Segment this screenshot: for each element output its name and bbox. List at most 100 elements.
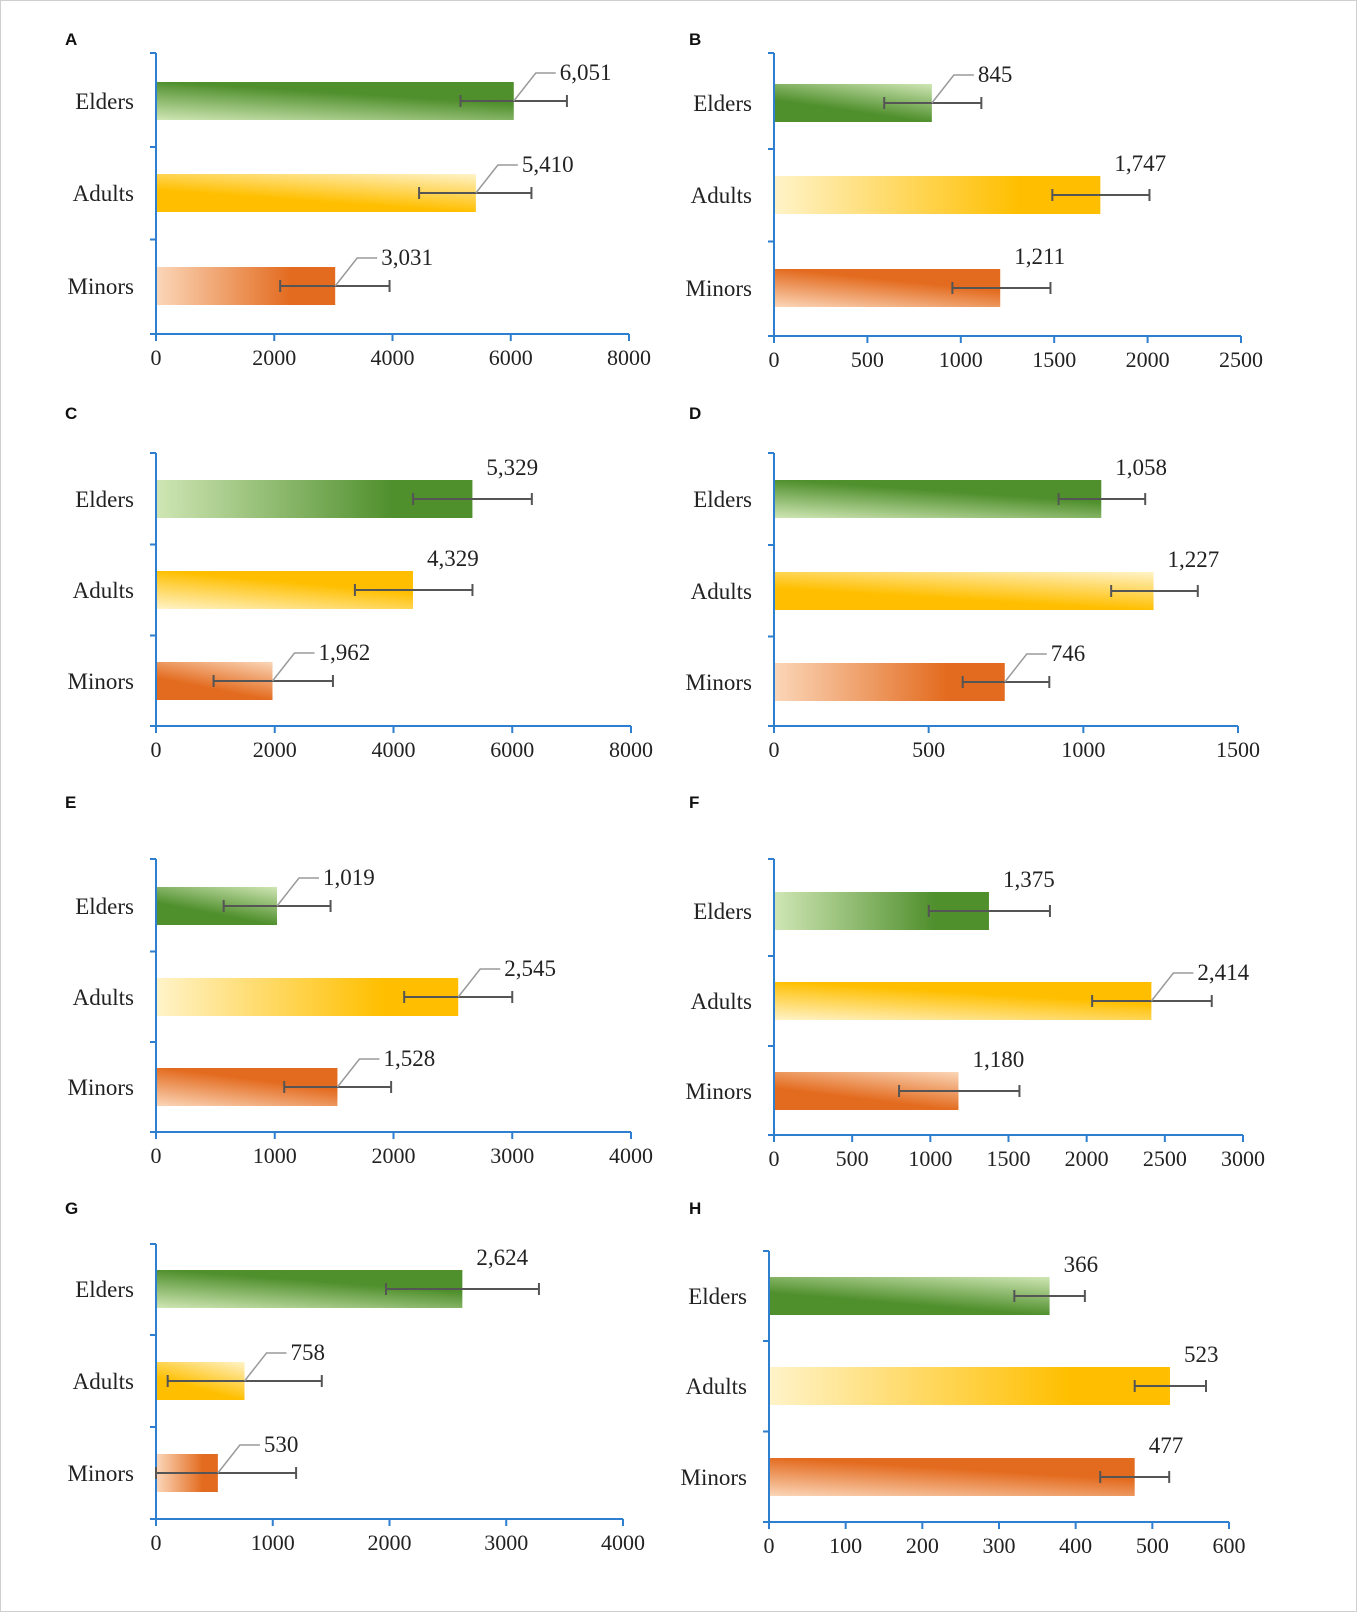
- panel-c-x-tick-label: 2000: [253, 737, 297, 762]
- panel-e-x-tick-label: 2000: [372, 1143, 416, 1168]
- panel-a-value-adults: 5,410: [522, 152, 574, 177]
- panel-b-letter: B: [689, 30, 701, 49]
- panel-e-value-elders: 1,019: [323, 865, 375, 890]
- panel-a-label-elders: Elders: [75, 89, 134, 114]
- panel-a-x-tick-label: 2000: [252, 345, 296, 370]
- panel-b-x-tick-label: 1500: [1032, 347, 1076, 372]
- panel-f-bar-adults: [775, 982, 1152, 1020]
- panel-a-letter: A: [65, 30, 77, 49]
- panel-g-value-elders: 2,624: [476, 1245, 528, 1270]
- panel-g-x-tick-label: 1000: [251, 1530, 295, 1555]
- panel-c-label-minors: Minors: [68, 669, 135, 694]
- panel-f-x-tick-label: 1000: [908, 1146, 952, 1171]
- panel-c-value-minors: 1,962: [318, 640, 370, 665]
- panel-g-value-minors: 530: [264, 1432, 299, 1457]
- panel-b-label-elders: Elders: [693, 91, 752, 116]
- panel-f-label-elders: Elders: [693, 899, 752, 924]
- panel-h-x-tick-label: 300: [983, 1533, 1016, 1558]
- panel-b-x-tick-label: 2000: [1126, 347, 1170, 372]
- panel-d-value-minors: 746: [1051, 641, 1086, 666]
- panel-g-x-tick-label: 4000: [601, 1530, 645, 1555]
- panel-d-leader-minors: [1004, 653, 1047, 683]
- panel-h-bar-minors: [770, 1458, 1135, 1496]
- panel-h-x-tick-label: 500: [1136, 1533, 1169, 1558]
- panel-a-x-tick-label: 8000: [607, 345, 651, 370]
- panel-h-x-tick-label: 400: [1059, 1533, 1092, 1558]
- panel-d-value-elders: 1,058: [1115, 455, 1167, 480]
- panel-b-value-minors: 1,211: [1014, 244, 1065, 269]
- panel-d-x-tick-label: 0: [769, 737, 780, 762]
- panel-g-label-elders: Elders: [75, 1277, 134, 1302]
- panel-g-leader-minors: [217, 1444, 260, 1474]
- panel-h-value-minors: 477: [1149, 1433, 1184, 1458]
- panel-c-leader-minors: [271, 652, 315, 682]
- panel-h-x-tick-label: 100: [829, 1533, 862, 1558]
- panel-h-label-adults: Adults: [686, 1374, 747, 1399]
- panel-d-bar-elders: [775, 480, 1102, 518]
- panel-a-leader-adults: [475, 164, 518, 194]
- panel-b-value-elders: 845: [978, 62, 1013, 87]
- panel-f-x-tick-label: 1500: [987, 1146, 1031, 1171]
- panel-a-bar-elders: [157, 82, 514, 120]
- panel-d-x-tick-label: 1000: [1061, 737, 1105, 762]
- panel-c-value-adults: 4,329: [427, 546, 479, 571]
- panel-f-x-tick-label: 500: [836, 1146, 869, 1171]
- panel-h-label-minors: Minors: [681, 1465, 748, 1490]
- panel-e-letter: E: [65, 793, 76, 812]
- panel-f-label-minors: Minors: [686, 1079, 753, 1104]
- panel-d-label-elders: Elders: [693, 487, 752, 512]
- panel-f-x-tick-label: 3000: [1221, 1146, 1265, 1171]
- panel-f-x-tick-label: 0: [769, 1146, 780, 1171]
- panel-f-letter: F: [689, 793, 699, 812]
- panel-g-x-tick-label: 3000: [484, 1530, 528, 1555]
- panel-a-value-elders: 6,051: [560, 60, 612, 85]
- panel-f-x-tick-label: 2000: [1065, 1146, 1109, 1171]
- panel-b-value-adults: 1,747: [1114, 151, 1166, 176]
- panel-a-leader-elders: [513, 72, 556, 102]
- panel-e-label-adults: Adults: [73, 985, 134, 1010]
- panel-d-x-tick-label: 500: [912, 737, 945, 762]
- panel-a-leader-minors: [334, 257, 378, 287]
- panel-e-x-tick-label: 0: [151, 1143, 162, 1168]
- panel-e-leader-adults: [457, 968, 501, 998]
- panel-h-label-elders: Elders: [688, 1284, 747, 1309]
- panel-h-x-tick-label: 200: [906, 1533, 939, 1558]
- panel-d-label-adults: Adults: [691, 579, 752, 604]
- panel-a-x-tick-label: 6000: [489, 345, 533, 370]
- panel-e-leader-elders: [276, 877, 320, 907]
- panel-e-x-tick-label: 3000: [490, 1143, 534, 1168]
- panel-e-x-tick-label: 4000: [609, 1143, 653, 1168]
- panel-g-x-tick-label: 0: [151, 1530, 162, 1555]
- panel-a-label-minors: Minors: [68, 274, 135, 299]
- panel-g-label-adults: Adults: [73, 1369, 134, 1394]
- panel-b-x-tick-label: 2500: [1219, 347, 1263, 372]
- panel-b-leader-elders: [931, 74, 974, 104]
- panel-c-label-elders: Elders: [75, 487, 134, 512]
- panel-g-leader-adults: [243, 1352, 287, 1382]
- panel-h-value-adults: 523: [1184, 1342, 1219, 1367]
- panel-g-x-tick-label: 2000: [368, 1530, 412, 1555]
- panel-h-x-tick-label: 600: [1213, 1533, 1246, 1558]
- panel-b-label-minors: Minors: [686, 276, 753, 301]
- panel-c-x-tick-label: 4000: [372, 737, 416, 762]
- panel-c-letter: C: [65, 404, 77, 423]
- panel-h-bar-adults: [770, 1367, 1170, 1405]
- panel-b-bar-adults: [775, 176, 1101, 214]
- panel-b-x-tick-label: 0: [769, 347, 780, 372]
- panel-a-x-tick-label: 0: [151, 345, 162, 370]
- panel-e-leader-minors: [336, 1058, 380, 1088]
- panel-h-value-elders: 366: [1064, 1252, 1099, 1277]
- panel-g-label-minors: Minors: [68, 1461, 135, 1486]
- panel-d-bar-adults: [775, 572, 1154, 610]
- panel-d-label-minors: Minors: [686, 670, 753, 695]
- panel-f-x-tick-label: 2500: [1143, 1146, 1187, 1171]
- panel-a-value-minors: 3,031: [381, 245, 433, 270]
- panel-d-value-adults: 1,227: [1168, 547, 1220, 572]
- panel-d-letter: D: [689, 404, 701, 423]
- panel-g-letter: G: [65, 1199, 78, 1218]
- panel-c-value-elders: 5,329: [486, 455, 538, 480]
- panel-e-value-minors: 1,528: [383, 1046, 435, 1071]
- panel-c-x-tick-label: 8000: [609, 737, 653, 762]
- panel-b-x-tick-label: 1000: [939, 347, 983, 372]
